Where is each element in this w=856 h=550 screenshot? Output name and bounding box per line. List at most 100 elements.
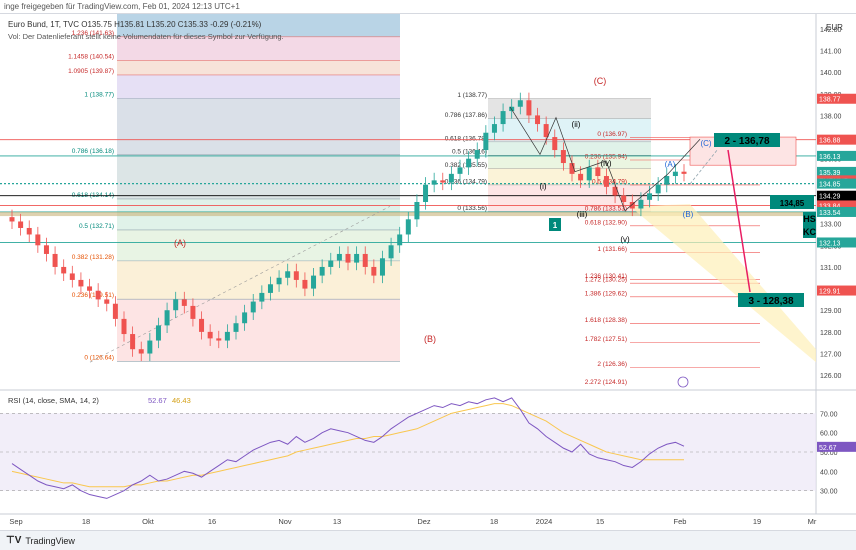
candle-body bbox=[397, 234, 403, 246]
price-tick-label: 140.00 bbox=[820, 70, 842, 77]
price-badge bbox=[817, 190, 856, 201]
candle-body bbox=[491, 124, 497, 133]
candle-body bbox=[43, 245, 49, 254]
candle-body bbox=[224, 331, 230, 341]
candle-body bbox=[69, 273, 75, 280]
fib-left-label: 0.382 (131.28) bbox=[72, 254, 114, 261]
time-tick-label: Okt bbox=[142, 517, 155, 526]
candle-body bbox=[578, 173, 584, 181]
fib-ext-label: 1.618 (128.38) bbox=[585, 317, 627, 324]
candle-body bbox=[336, 253, 342, 261]
fib-ext-label: 0.236 (135.94) bbox=[585, 154, 627, 161]
candle-body bbox=[448, 173, 454, 183]
candle-body bbox=[543, 124, 549, 138]
fib-right-band bbox=[488, 155, 651, 169]
wave-label: (B) bbox=[683, 210, 694, 219]
price-badge-label: 134.29 bbox=[819, 194, 841, 201]
candle-body bbox=[95, 290, 101, 300]
rsi-badge-label: 52.67 bbox=[819, 445, 837, 452]
price-tick-label: 127.00 bbox=[820, 352, 842, 359]
price-tick-label: 129.00 bbox=[820, 308, 842, 315]
target-box bbox=[770, 195, 814, 209]
price-badge-label: 138.77 bbox=[819, 97, 841, 104]
fib-right-label: 1 (138.77) bbox=[457, 92, 487, 99]
candle-body bbox=[233, 323, 239, 332]
candle-body bbox=[319, 266, 325, 276]
candle-body bbox=[242, 312, 248, 324]
candle-body bbox=[130, 334, 136, 350]
chart-canvas[interactable]: 1.236 (141.63) 1.1458 (140.54) 1.0905 (139… bbox=[0, 14, 856, 530]
candle-body bbox=[603, 176, 609, 187]
price-badge bbox=[817, 134, 856, 145]
target-box bbox=[714, 133, 780, 147]
candle-body bbox=[104, 299, 110, 304]
candle-body bbox=[87, 286, 93, 291]
time-tick-label: 2024 bbox=[536, 517, 553, 526]
wave-path bbox=[509, 106, 701, 212]
fib-ext-label: 1.236 (130.41) bbox=[585, 273, 627, 280]
fib-ext-label: 2 (126.36) bbox=[597, 361, 627, 368]
candle-body bbox=[612, 186, 618, 196]
wave-label: (A) bbox=[665, 160, 676, 169]
candle-body bbox=[672, 171, 678, 177]
wave-label: (ii) bbox=[572, 120, 581, 129]
candle-body bbox=[379, 258, 385, 276]
price-badge-label: 129.91 bbox=[819, 289, 841, 296]
candle-body bbox=[621, 195, 627, 202]
price-badge bbox=[817, 150, 856, 161]
candle-body bbox=[328, 260, 334, 267]
price-badge bbox=[817, 285, 856, 296]
candle-body bbox=[26, 227, 32, 235]
wave-label: (iii) bbox=[577, 210, 588, 219]
rsi-value: 52.67 bbox=[148, 396, 167, 405]
symbol-line: Euro Bund, 1T, TVC O135.75 H135.81 L135.… bbox=[8, 20, 262, 29]
price-badge-label: 136.88 bbox=[819, 138, 841, 145]
fib-ext-label: 0.786 (133.53) bbox=[585, 206, 627, 213]
candle-body bbox=[414, 202, 420, 220]
fib-right-label: 0.382 (135.55) bbox=[445, 162, 487, 169]
wave-label: (v) bbox=[620, 235, 630, 244]
fib-left-band bbox=[117, 74, 400, 99]
fib-ext-label: 0.618 (132.90) bbox=[585, 219, 627, 226]
price-tick-label: 128.00 bbox=[820, 330, 842, 337]
candle-body bbox=[293, 271, 299, 280]
price-badge-label: 136.13 bbox=[819, 154, 841, 161]
candle-body bbox=[199, 318, 205, 332]
currency-label: EUR bbox=[826, 23, 843, 32]
time-tick-label: 13 bbox=[333, 517, 341, 526]
price-badge-label: 135.39 bbox=[819, 170, 841, 177]
candle-body bbox=[9, 217, 15, 222]
candle-body bbox=[431, 180, 437, 185]
share-header: inge freigegeben für TradingView.com, Fe… bbox=[0, 0, 856, 14]
candle-body bbox=[638, 199, 644, 209]
time-tick-label: 18 bbox=[490, 517, 498, 526]
fib-left-label: 1.236 (141.63) bbox=[72, 30, 114, 37]
time-tick-label: Feb bbox=[674, 517, 687, 526]
edge-label: KC bbox=[803, 227, 816, 237]
fib-left-band bbox=[117, 60, 400, 75]
price-badge bbox=[817, 200, 856, 211]
candle-body bbox=[345, 253, 351, 263]
candle-body bbox=[250, 301, 256, 313]
volume-note: Vol: Der Datenlieferant stellt keine Vol… bbox=[8, 32, 284, 41]
candle-body bbox=[483, 132, 489, 151]
candle-body bbox=[138, 349, 144, 354]
fib-ext-label: 1 (131.66) bbox=[597, 246, 627, 253]
wave-label: (C) bbox=[594, 76, 607, 86]
candle-body bbox=[52, 253, 58, 267]
fib-ext-label: 0 (136.97) bbox=[597, 131, 627, 138]
fib-right-label: 0.618 (136.78) bbox=[445, 135, 487, 142]
candle-body bbox=[267, 284, 273, 293]
candle-body bbox=[112, 303, 118, 319]
candle-body bbox=[216, 338, 222, 341]
candle-body bbox=[181, 299, 187, 306]
rsi-sma-line bbox=[11, 403, 684, 488]
fib-ext-label: 1.272 (130.25) bbox=[585, 277, 627, 284]
candle-body bbox=[311, 275, 317, 289]
footer-bar: ⊤V TradingView bbox=[0, 530, 856, 550]
candle-body bbox=[552, 137, 558, 151]
fib-left-label: 1.0905 (139.87) bbox=[68, 68, 114, 75]
rsi-tick-label: 60.00 bbox=[820, 431, 838, 438]
candle-body bbox=[61, 266, 67, 274]
time-tick-label: 15 bbox=[596, 517, 604, 526]
